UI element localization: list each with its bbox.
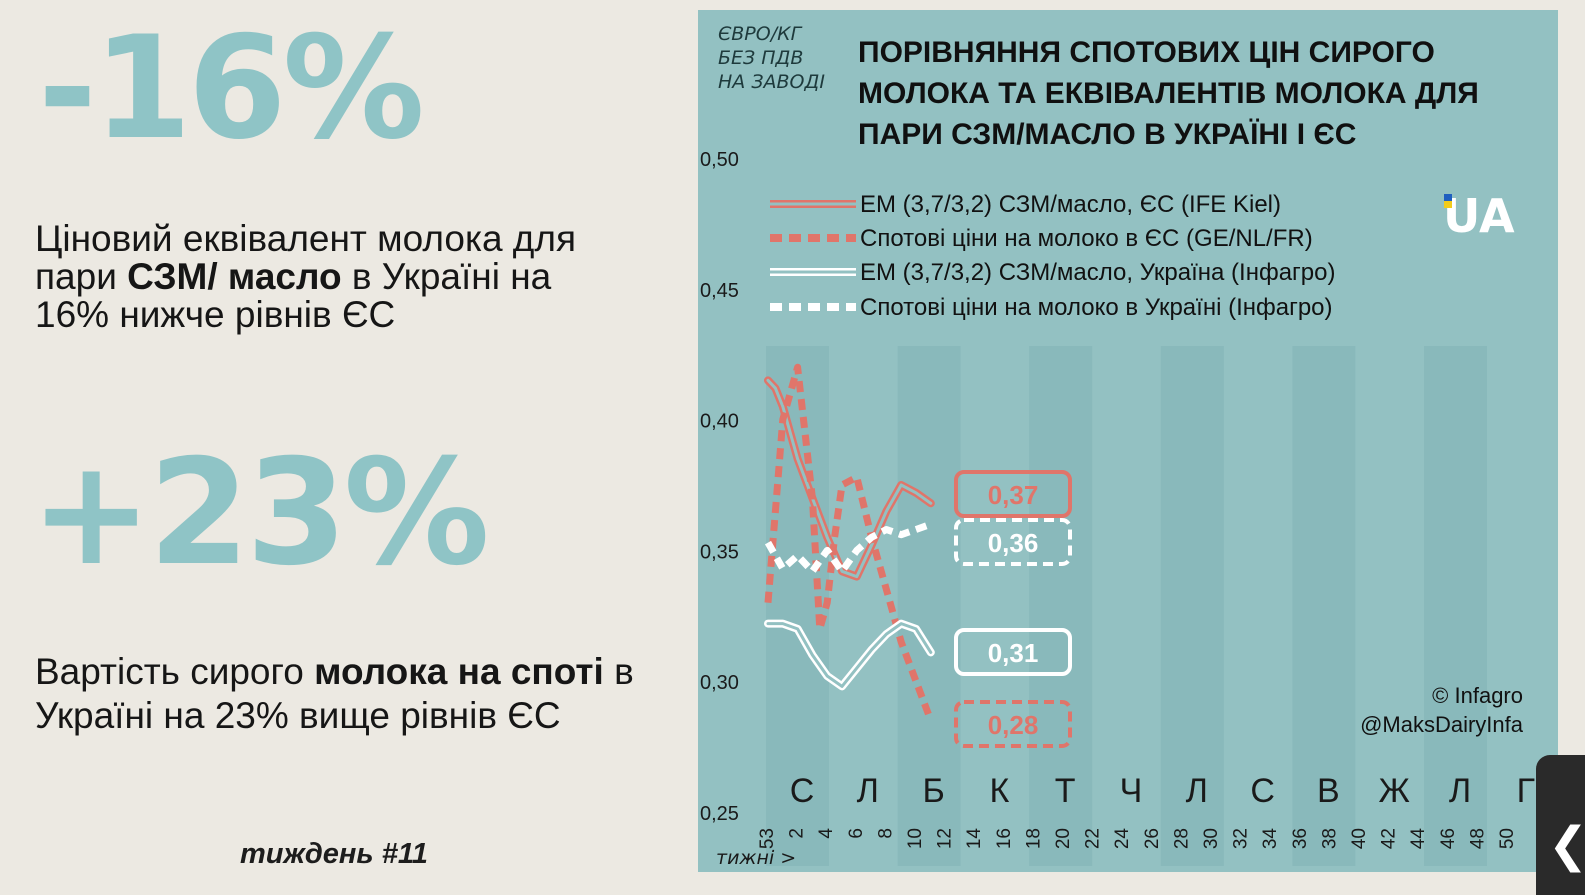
x-tick-label: 12 xyxy=(935,828,956,849)
unit-label: БЕЗ ПДВ xyxy=(718,47,803,69)
series-line xyxy=(764,520,932,575)
chart-title-line: ПАРИ СЗМ/МАСЛО В УКРАЇНІ І ЄС xyxy=(858,118,1356,151)
end-value-label: 0,28 xyxy=(988,710,1039,740)
stat1-text-bold: СЗМ/ масло xyxy=(127,256,342,297)
month-label: Л xyxy=(1186,772,1208,810)
stat1-text-c: в Україні на 16% нижче рівнів ЄС xyxy=(35,256,552,335)
unit-label: ЄВРО/КГ xyxy=(718,23,803,45)
x-tick-label: 22 xyxy=(1083,828,1104,849)
x-tick-label: 8 xyxy=(875,828,896,839)
chart-title-line: ПОРІВНЯННЯ СПОТОВИХ ЦІН СИРОГО xyxy=(858,36,1435,69)
month-label: В xyxy=(1317,772,1340,810)
month-label: Л xyxy=(1449,772,1471,810)
y-tick-label: 0,50 xyxy=(700,149,739,171)
month-label: Б xyxy=(922,772,944,810)
x-axis-label: тижні > xyxy=(716,847,796,869)
month-label: С xyxy=(790,772,815,810)
x-tick-label: 44 xyxy=(1408,828,1429,850)
series-line xyxy=(764,363,935,722)
y-tick-label: 0,35 xyxy=(700,541,739,563)
end-value-label: 0,37 xyxy=(988,480,1039,510)
week-label: тиждень #11 xyxy=(240,838,428,870)
y-tick-label: 0,30 xyxy=(700,672,739,694)
x-tick-label: 38 xyxy=(1319,828,1340,849)
month-stripe xyxy=(1292,346,1356,866)
left-panel: -16% Ціновий еквівалент молока для пари … xyxy=(0,0,690,887)
x-tick-label: 16 xyxy=(994,828,1015,849)
x-tick-label: 30 xyxy=(1201,828,1222,849)
stat2-text-c: в Україні на 23% вище рівнів ЄС xyxy=(35,651,634,736)
series-line-inner xyxy=(766,378,933,579)
x-tick-label: 20 xyxy=(1053,828,1074,849)
x-tick-label: 50 xyxy=(1497,828,1518,849)
x-tick-label: 26 xyxy=(1142,828,1163,849)
stat1-description: Ціновий еквівалент молока для пари СЗМ/ … xyxy=(35,220,635,334)
x-tick-label: 48 xyxy=(1467,828,1488,849)
end-value-label: 0,36 xyxy=(988,528,1039,558)
y-tick-label: 0,45 xyxy=(700,280,739,302)
x-tick-label: 18 xyxy=(1023,828,1044,849)
legend-label: ЕМ (3,7/3,2) СЗМ/масло, ЄС (IFE Kiel) xyxy=(860,191,1281,218)
credit-line: @MaksDairyInfa xyxy=(1360,712,1524,737)
x-tick-label: 28 xyxy=(1171,828,1192,849)
chart-title-line: МОЛОКА ТА ЕКВІВАЛЕНТІВ МОЛОКА ДЛЯ xyxy=(858,77,1479,110)
stat2-text-a: Вартість сирого xyxy=(35,651,315,692)
stat1-text-a: Ціновий еквівалент молока для пари xyxy=(35,218,577,297)
month-label: С xyxy=(1250,772,1275,810)
month-label: Л xyxy=(857,772,879,810)
month-stripe xyxy=(1424,346,1487,866)
x-tick-label: 6 xyxy=(846,828,867,839)
stat-minus-16: -16% xyxy=(38,6,425,171)
stat2-description: Вартість сирого молока на споті в Україн… xyxy=(35,650,635,738)
end-value-box xyxy=(954,628,1072,676)
ua-logo: UA xyxy=(1443,189,1515,243)
x-tick-label: 24 xyxy=(1112,828,1133,850)
x-tick-label: 34 xyxy=(1260,828,1281,850)
month-label: Т xyxy=(1055,772,1076,810)
stat2-text-bold: молока на споті xyxy=(314,651,604,692)
x-tick-label: 32 xyxy=(1231,828,1252,849)
x-tick-label: 10 xyxy=(905,828,926,849)
chart-panel: ЄВРО/КГ БЕЗ ПДВ НА ЗАВОДІ ПОРІВНЯННЯ СПОТОВ… xyxy=(698,10,1558,872)
legend-label: Спотові ціни на молоко в ЄС (GE/NL/FR) xyxy=(860,225,1313,252)
legend-label: ЕМ (3,7/3,2) СЗМ/масло, Україна (Інфагро… xyxy=(860,259,1336,286)
logo-flag-blue xyxy=(1444,194,1452,201)
x-tick-label: 42 xyxy=(1379,828,1400,849)
end-value-box xyxy=(954,700,1072,748)
end-value-box xyxy=(954,518,1072,566)
scroll-tab[interactable]: ❮ xyxy=(1536,755,1585,895)
logo-flag-yellow xyxy=(1444,201,1452,208)
month-stripe xyxy=(1029,346,1093,866)
month-label: Г xyxy=(1517,772,1535,810)
x-tick-label: 46 xyxy=(1438,828,1459,849)
y-tick-label: 0,25 xyxy=(700,803,739,825)
month-label: Ж xyxy=(1378,772,1409,810)
x-tick-label: 53 xyxy=(757,828,778,849)
credit-line: © Infagro xyxy=(1432,683,1523,708)
series-line-inner xyxy=(766,622,933,688)
x-tick-label: 36 xyxy=(1290,828,1311,849)
month-label: К xyxy=(989,772,1009,810)
month-stripe xyxy=(1160,346,1224,866)
end-value-box xyxy=(954,470,1072,518)
month-stripe xyxy=(897,346,961,866)
x-tick-label: 2 xyxy=(787,828,808,839)
legend-label: Спотові ціни на молоко в Україні (Інфагр… xyxy=(860,294,1333,321)
x-tick-label: 14 xyxy=(964,828,985,850)
end-value-label: 0,31 xyxy=(988,638,1039,668)
x-tick-label: 4 xyxy=(816,828,837,839)
month-label: Ч xyxy=(1120,772,1143,810)
y-tick-label: 0,40 xyxy=(700,411,739,433)
unit-label: НА ЗАВОДІ xyxy=(718,71,825,93)
x-tick-label: 40 xyxy=(1349,828,1370,849)
stat-plus-23: +23% xyxy=(30,428,490,598)
chevron-left-icon: ❮ xyxy=(1548,817,1585,873)
